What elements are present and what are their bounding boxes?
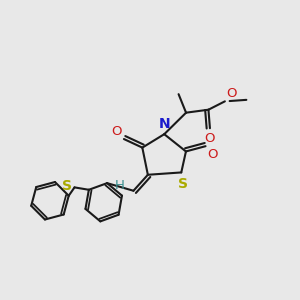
Text: S: S <box>178 177 188 191</box>
Text: O: O <box>207 148 217 161</box>
Text: N: N <box>158 117 170 130</box>
Text: O: O <box>112 124 122 137</box>
Text: S: S <box>62 179 72 194</box>
Text: O: O <box>205 132 215 145</box>
Text: O: O <box>226 87 236 101</box>
Text: H: H <box>115 179 124 192</box>
